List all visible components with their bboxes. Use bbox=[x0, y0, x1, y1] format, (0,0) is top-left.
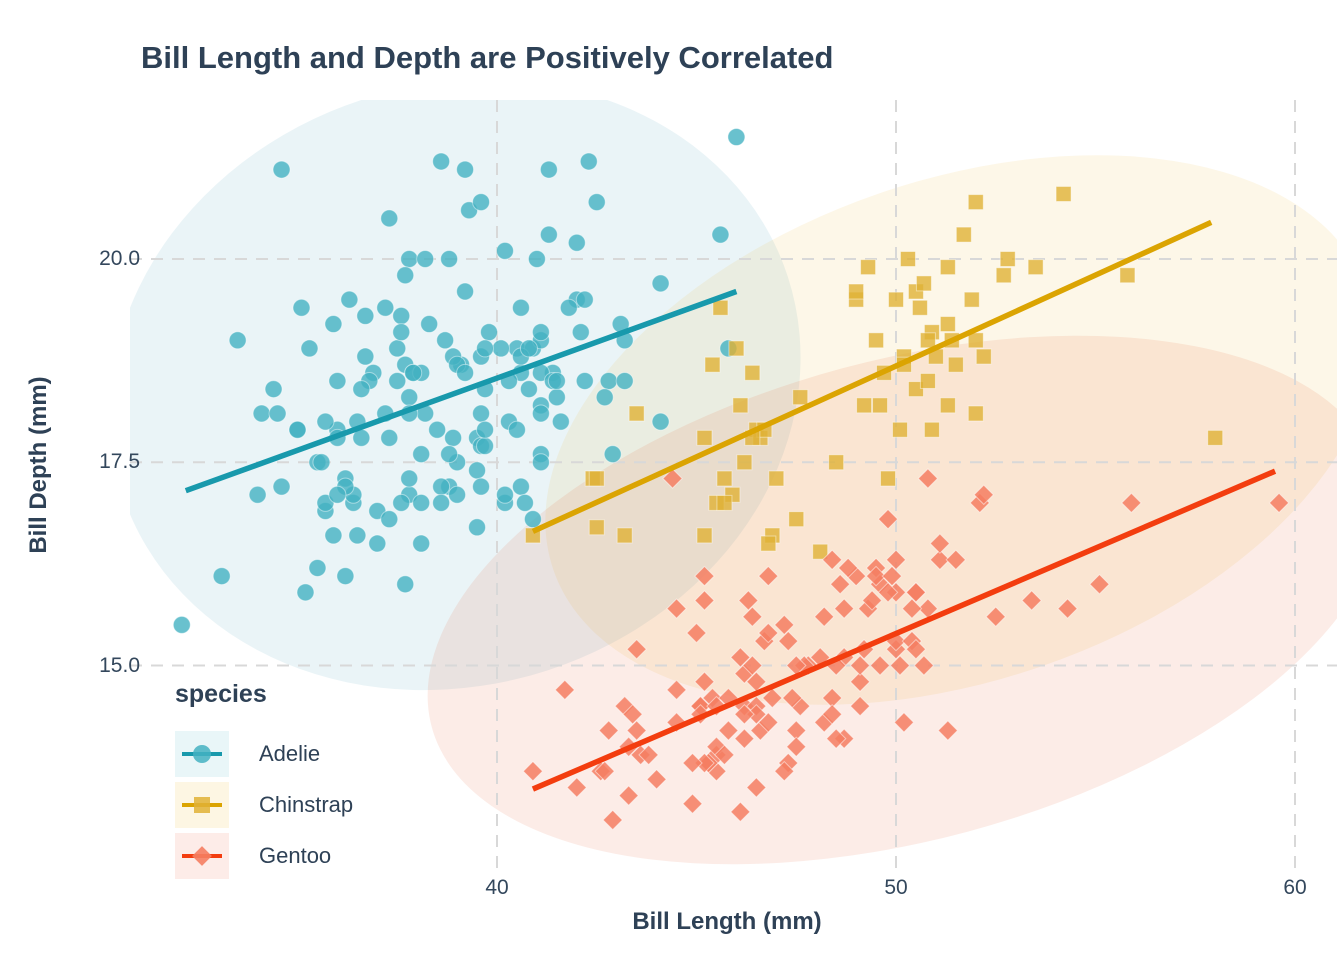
trend-line-Adelie bbox=[184, 288, 738, 494]
y-tick-label: 17.5 bbox=[99, 450, 140, 474]
legend-item-gentoo: Gentoo bbox=[175, 833, 353, 879]
legend-label-gentoo: Gentoo bbox=[259, 843, 332, 868]
x-tick-label: 40 bbox=[485, 876, 509, 899]
legend-item-chinstrap: Chinstrap bbox=[175, 782, 353, 828]
y-axis-label: Bill Depth (mm) bbox=[25, 376, 52, 554]
y-tick-label: 15.0 bbox=[99, 653, 140, 677]
points-Adelie bbox=[172, 128, 746, 634]
gentoo-key-swatch bbox=[175, 833, 229, 879]
trend-line-Gentoo bbox=[531, 468, 1277, 792]
points-Gentoo bbox=[522, 468, 1290, 831]
legend-item-adelie: Adelie bbox=[175, 731, 353, 777]
adelie-key-swatch bbox=[175, 731, 229, 777]
x-tick-label: 60 bbox=[1283, 876, 1307, 899]
legend-label-chinstrap: Chinstrap bbox=[259, 792, 354, 817]
trend-line-Chinstrap bbox=[531, 219, 1213, 534]
chinstrap-key-swatch bbox=[175, 782, 229, 828]
plot-panel bbox=[130, 100, 1337, 868]
legend-label-adelie: Adelie bbox=[259, 741, 321, 766]
scatter-plot bbox=[130, 100, 1337, 868]
x-tick-label: 50 bbox=[884, 876, 908, 899]
legend: species Adelie Chinstrap Gentoo bbox=[175, 680, 353, 884]
chart-title: Bill Length and Depth are Positively Cor… bbox=[141, 40, 834, 75]
x-axis-label: Bill Length (mm) bbox=[632, 908, 822, 935]
legend-title: species bbox=[175, 680, 267, 708]
y-tick-label: 20.0 bbox=[99, 247, 140, 270]
confidence-ellipse-Chinstrap bbox=[545, 155, 1337, 705]
